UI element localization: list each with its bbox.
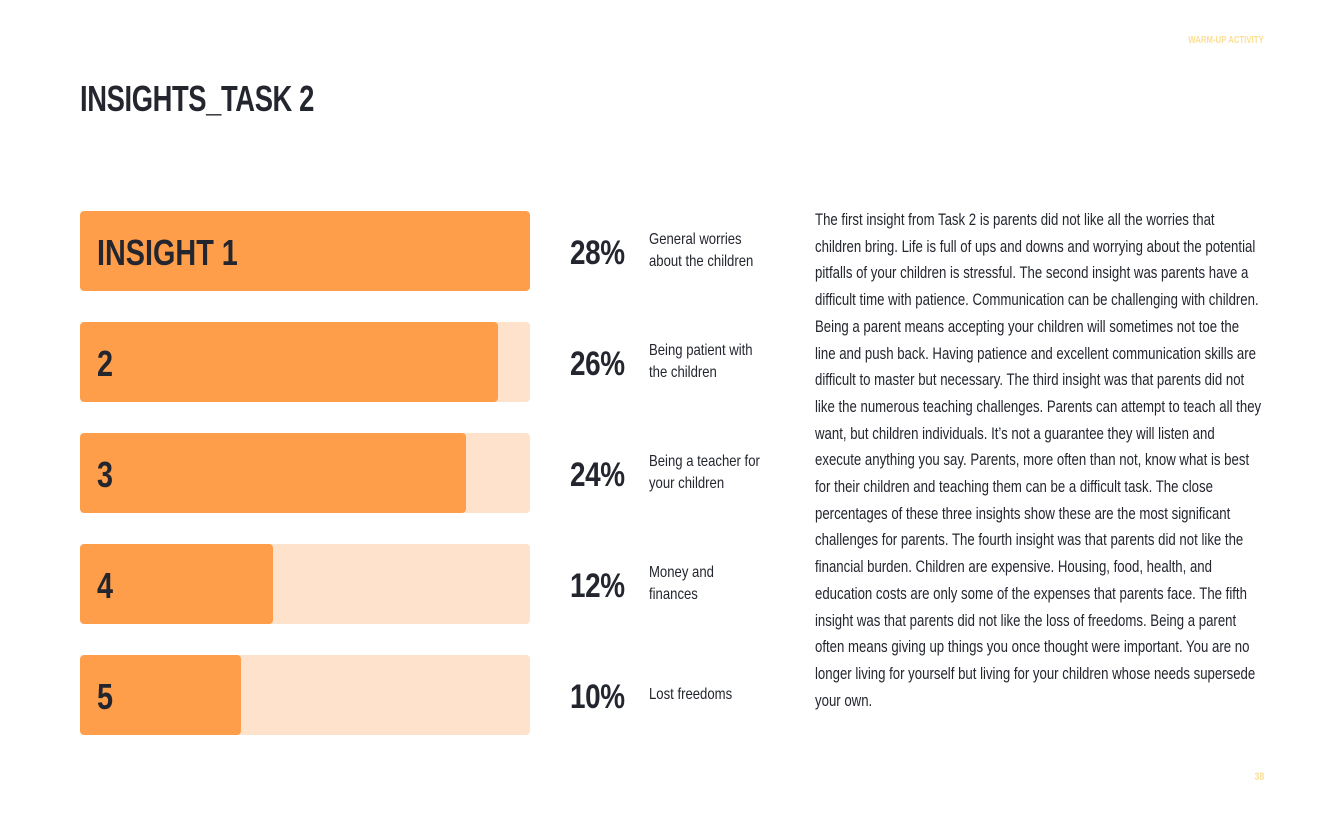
bar-track-5: 5 xyxy=(80,655,530,735)
bar-label-1: INSIGHT 1 xyxy=(97,232,238,273)
insights-description: The first insight from Task 2 is parents… xyxy=(815,211,1262,710)
stat-description-1: General worries about the children xyxy=(649,231,754,270)
bar-2 xyxy=(80,322,498,402)
bar-5 xyxy=(80,655,241,735)
bar-track-1: INSIGHT 1 xyxy=(80,211,530,291)
data-label-1: 28% xyxy=(570,234,625,272)
data-label-3: 24% xyxy=(570,456,625,494)
bar-track-4: 4 xyxy=(80,544,530,624)
data-label-2: 26% xyxy=(570,345,625,383)
stat-description-2: Being patient with the children xyxy=(649,342,753,381)
bar-4 xyxy=(80,544,273,624)
page-number: 38 xyxy=(1254,771,1264,783)
bar-label-5: 5 xyxy=(97,676,114,717)
stat-description-3: Being a teacher for your children xyxy=(649,453,760,492)
stat-description-4: Money and finances xyxy=(649,564,714,603)
data-label-4: 12% xyxy=(570,567,625,605)
data-label-5: 10% xyxy=(570,678,625,716)
bar-track-3: 3 xyxy=(80,433,530,513)
bar-track-2: 2 xyxy=(80,322,530,402)
bar-label-4: 4 xyxy=(97,565,114,606)
bar-3 xyxy=(80,433,466,513)
bar-1 xyxy=(80,211,530,291)
section-label: WARM-UP ACTIVITY xyxy=(1188,35,1264,46)
bar-label-2: 2 xyxy=(97,343,114,384)
stat-description-5: Lost freedoms xyxy=(649,686,733,703)
bar-label-3: 3 xyxy=(97,454,114,495)
page-title: INSIGHTS_TASK 2 xyxy=(80,78,314,119)
